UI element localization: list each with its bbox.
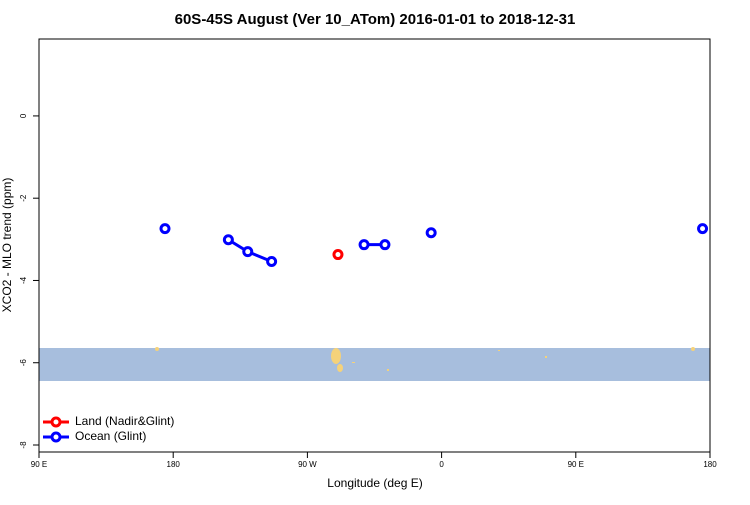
x-axis-label: Longitude (deg E) — [327, 476, 422, 490]
data-point — [358, 239, 370, 251]
legend-label: Ocean (Glint) — [75, 429, 146, 443]
legend-marker — [50, 416, 62, 428]
data-point — [697, 223, 709, 235]
data-point — [266, 256, 278, 268]
data-point — [379, 239, 391, 251]
y-tick-label: -8 — [19, 441, 28, 449]
data-point — [242, 246, 254, 258]
y-tick-label: -2 — [19, 194, 28, 202]
data-point — [159, 223, 171, 235]
x-tick-label: 90 E — [31, 460, 47, 469]
y-tick-label: -6 — [19, 359, 28, 367]
y-axis-label: XCO2 - MLO trend (ppm) — [0, 178, 14, 313]
data-point — [425, 227, 437, 239]
legend-label: Land (Nadir&Glint) — [75, 414, 174, 428]
x-tick-label: 90 W — [298, 460, 317, 469]
y-tick-label: -4 — [19, 276, 28, 284]
x-tick-label: 90 E — [568, 460, 584, 469]
data-point — [332, 249, 344, 261]
y-tick-label: 0 — [19, 113, 28, 118]
x-tick-label: 180 — [703, 460, 717, 469]
plot-frame — [38, 38, 711, 453]
chart-title: 60S-45S August (Ver 10_ATom) 2016-01-01 … — [175, 11, 576, 28]
x-tick-label: 0 — [439, 460, 444, 469]
legend-marker — [50, 431, 62, 443]
land-specks — [155, 347, 695, 372]
x-tick-label: 180 — [167, 460, 181, 469]
map-strip — [39, 348, 710, 381]
data-point — [222, 234, 234, 246]
